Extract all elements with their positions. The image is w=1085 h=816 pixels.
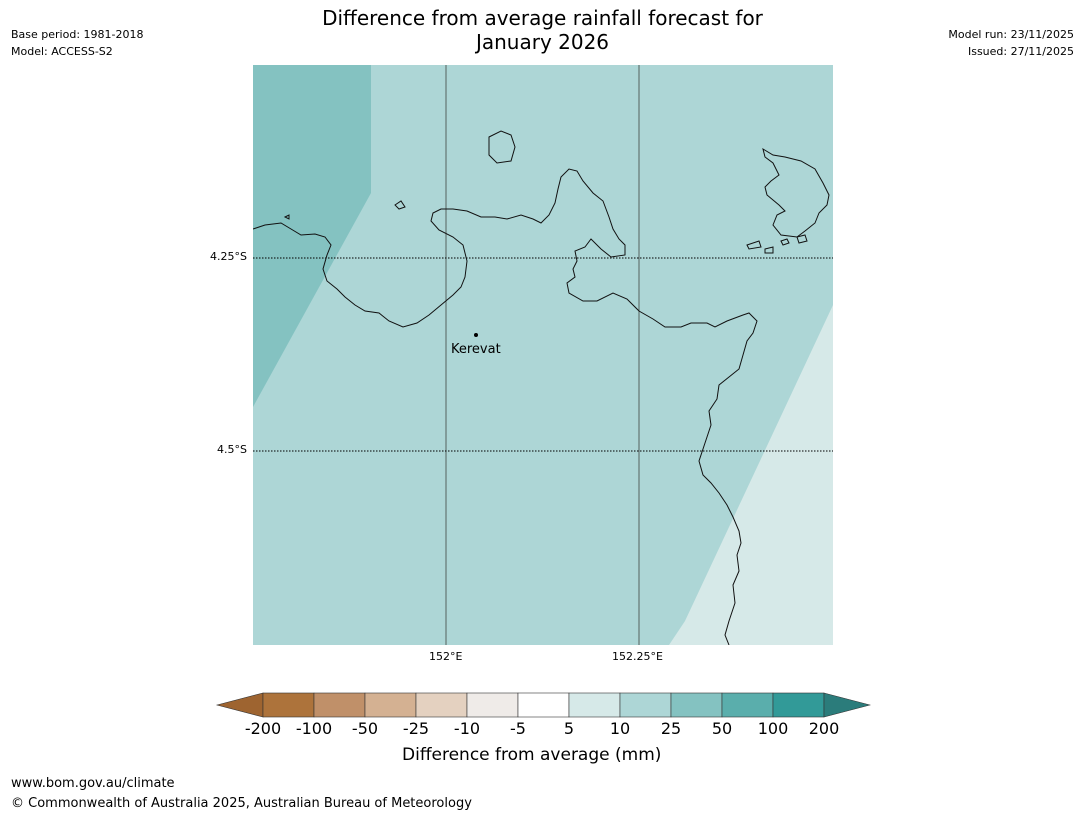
- meta-right: Model run: 23/11/2025 Issued: 27/11/2025: [948, 26, 1074, 60]
- colorbar: [215, 692, 871, 718]
- colorbar-tick-label: -25: [402, 719, 430, 738]
- colorbar-segment: [568, 692, 621, 718]
- coastline: [253, 130, 830, 645]
- colorbar-tick-label: -100: [295, 719, 333, 738]
- colorbar-tick-label: 200: [808, 719, 840, 738]
- map-title: Difference from average rainfall forecas…: [0, 6, 1085, 54]
- region-5-10: [669, 305, 833, 645]
- colorbar-tick-label: 25: [660, 719, 682, 738]
- colorbar-tick-label: -10: [453, 719, 481, 738]
- lon-label-152: 152°E: [429, 650, 463, 663]
- colorbar-tick-label: -5: [510, 719, 526, 738]
- lat-label-4-5: 4.5°S: [217, 443, 247, 456]
- title-line-1: Difference from average rainfall forecas…: [322, 6, 763, 30]
- colorbar-segment: [517, 692, 570, 718]
- colorbar-tick-label: 50: [711, 719, 733, 738]
- colorbar-title: Difference from average (mm): [402, 745, 662, 765]
- colorbar-segment: [415, 692, 468, 718]
- colorbar-segment: [619, 692, 672, 718]
- colorbar-arrow-high: [823, 692, 871, 718]
- lat-label-4-25: 4.25°S: [210, 250, 247, 263]
- footer-url[interactable]: www.bom.gov.au/climate: [11, 776, 175, 791]
- colorbar-segment: [772, 692, 825, 718]
- colorbar-tick-label: -50: [351, 719, 379, 738]
- footer-copyright: © Commonwealth of Australia 2025, Austra…: [11, 796, 472, 811]
- title-line-2: January 2026: [475, 30, 610, 54]
- region-25-50: [253, 65, 371, 407]
- colorbar-tick-label: 10: [609, 719, 631, 738]
- colorbar-segment: [364, 692, 417, 718]
- place-label-kerevat: Kerevat: [451, 342, 501, 357]
- colorbar-tick-label: -200: [244, 719, 282, 738]
- colorbar-segment: [721, 692, 774, 718]
- colorbar-segment: [670, 692, 723, 718]
- issued-text: Issued: 27/11/2025: [967, 45, 1074, 58]
- lon-label-152-25: 152.25°E: [612, 650, 663, 663]
- kerevat-marker: [474, 333, 478, 337]
- colorbar-segment: [262, 692, 315, 718]
- colorbar-tick-label: 5: [563, 719, 575, 738]
- colorbar-segment: [466, 692, 519, 718]
- meta-left: Base period: 1981-2018 Model: ACCESS-S2: [11, 26, 143, 60]
- model-run-text: Model run: 23/11/2025: [948, 28, 1074, 41]
- colorbar-tick-label: 100: [757, 719, 789, 738]
- model-text: Model: ACCESS-S2: [11, 45, 113, 58]
- colorbar-segment: [313, 692, 366, 718]
- map-panel: [253, 65, 833, 645]
- colorbar-arrow-low: [215, 692, 264, 718]
- base-period-text: Base period: 1981-2018: [11, 28, 144, 41]
